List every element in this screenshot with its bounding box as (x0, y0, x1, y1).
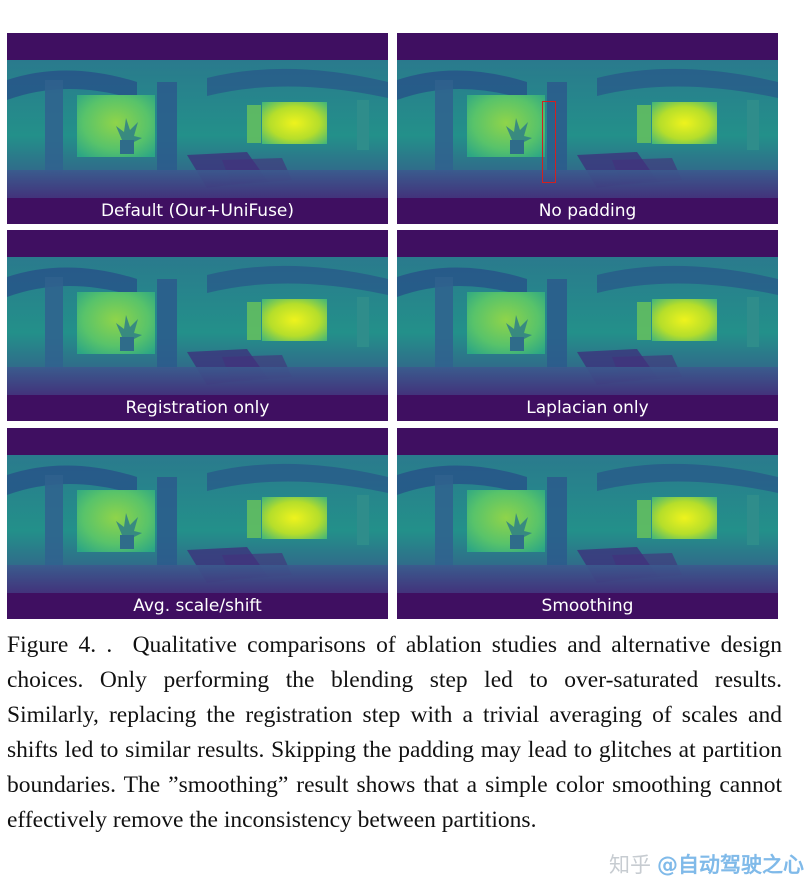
depth-map-image (397, 455, 778, 593)
depth-map-image (7, 257, 388, 395)
glitch-highlight-box (542, 101, 556, 183)
panel-caption: Laplacian only (526, 398, 649, 418)
depth-map-image (7, 455, 388, 593)
depth-map-image (397, 60, 778, 198)
panel-default: Default (Our+UniFuse) (7, 33, 388, 224)
depth-map-image (7, 60, 388, 198)
panel-caption: Avg. scale/shift (133, 596, 262, 616)
watermark: 知乎 @自动驾驶之心 (609, 849, 804, 879)
figure-caption-text: Qualitative comparisons of ablation stud… (7, 632, 783, 833)
watermark-zh: 知乎 (609, 853, 651, 877)
panel-registration-only: Registration only (7, 230, 388, 421)
panel-caption: Default (Our+UniFuse) (100, 201, 295, 221)
figure-caption: Figure 4. . Qualitative comparisons of a… (7, 628, 782, 838)
panel-caption: Smoothing (541, 596, 634, 616)
panel-avg-scale-shift: Avg. scale/shift (7, 428, 388, 619)
figure-label: Figure 4. . (7, 632, 113, 658)
watermark-handle: @自动驾驶之心 (657, 853, 804, 877)
panel-no-padding: No padding (397, 33, 778, 224)
depth-map-image (397, 257, 778, 395)
panel-smoothing: Smoothing (397, 428, 778, 619)
panel-caption: Registration only (125, 398, 270, 418)
panel-laplacian-only: Laplacian only (397, 230, 778, 421)
panel-caption: No padding (538, 201, 637, 221)
